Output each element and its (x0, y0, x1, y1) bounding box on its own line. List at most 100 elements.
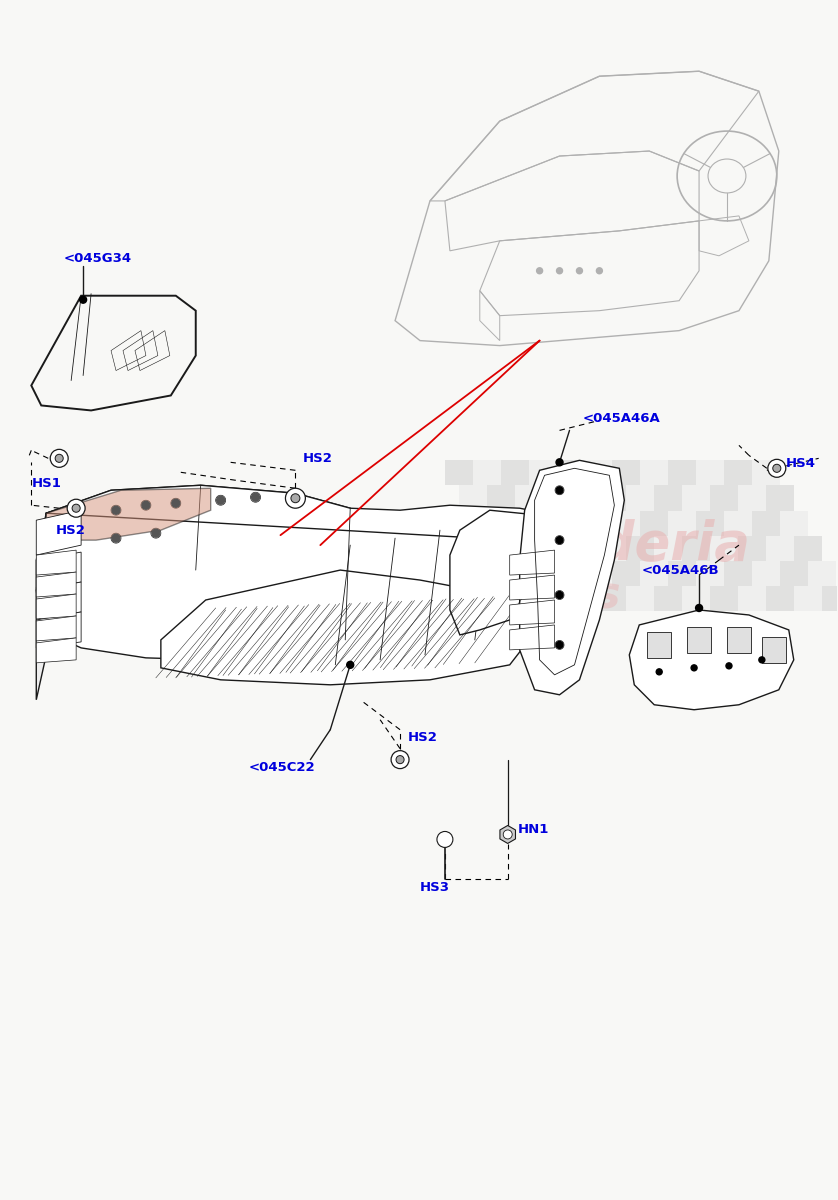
Polygon shape (556, 511, 584, 535)
Circle shape (55, 455, 63, 462)
Polygon shape (542, 535, 571, 560)
Polygon shape (710, 586, 738, 611)
Polygon shape (584, 511, 613, 535)
Circle shape (696, 605, 702, 612)
Polygon shape (36, 514, 46, 700)
Polygon shape (515, 535, 542, 560)
Polygon shape (515, 586, 542, 611)
Polygon shape (626, 586, 654, 611)
Polygon shape (598, 586, 626, 611)
Circle shape (50, 449, 68, 467)
Polygon shape (710, 486, 738, 511)
Polygon shape (598, 535, 626, 560)
Text: HS2: HS2 (303, 452, 332, 464)
Polygon shape (36, 485, 599, 660)
Circle shape (726, 662, 732, 668)
Polygon shape (640, 511, 668, 535)
Polygon shape (766, 586, 794, 611)
Circle shape (437, 832, 453, 847)
Polygon shape (510, 575, 555, 600)
Circle shape (80, 296, 86, 304)
Polygon shape (682, 486, 710, 511)
Polygon shape (501, 461, 529, 486)
Polygon shape (510, 625, 555, 650)
Polygon shape (46, 485, 350, 560)
Polygon shape (794, 586, 822, 611)
Circle shape (287, 494, 294, 503)
Polygon shape (36, 550, 76, 575)
Polygon shape (780, 511, 808, 535)
Polygon shape (529, 461, 556, 486)
Polygon shape (647, 632, 671, 658)
Polygon shape (727, 626, 751, 653)
Circle shape (556, 487, 563, 493)
Circle shape (72, 504, 80, 512)
Polygon shape (510, 550, 555, 575)
Text: <045G34: <045G34 (63, 252, 132, 265)
Polygon shape (613, 560, 640, 586)
Text: <045A46B: <045A46B (641, 564, 719, 576)
Polygon shape (36, 572, 76, 598)
Circle shape (142, 502, 150, 509)
Text: HS4: HS4 (786, 457, 815, 470)
Polygon shape (510, 600, 555, 625)
Polygon shape (766, 535, 794, 560)
Polygon shape (487, 535, 515, 560)
Polygon shape (571, 486, 598, 511)
Polygon shape (450, 510, 599, 635)
Polygon shape (696, 461, 724, 486)
Circle shape (251, 493, 260, 502)
Circle shape (556, 592, 563, 599)
Polygon shape (654, 486, 682, 511)
Polygon shape (696, 511, 724, 535)
Polygon shape (515, 486, 542, 511)
Circle shape (768, 460, 786, 478)
Polygon shape (36, 552, 81, 588)
Text: <045A46A: <045A46A (582, 412, 660, 425)
Circle shape (656, 668, 662, 674)
Circle shape (391, 751, 409, 769)
Polygon shape (542, 586, 571, 611)
Polygon shape (752, 461, 780, 486)
Circle shape (577, 268, 582, 274)
Polygon shape (724, 560, 752, 586)
Circle shape (396, 756, 404, 763)
Polygon shape (822, 586, 838, 611)
Polygon shape (36, 638, 76, 662)
Polygon shape (571, 535, 598, 560)
Text: Scuderia: Scuderia (489, 520, 750, 571)
Polygon shape (36, 612, 81, 648)
Polygon shape (556, 560, 584, 586)
Polygon shape (654, 535, 682, 560)
Circle shape (152, 529, 160, 538)
Polygon shape (584, 461, 613, 486)
Polygon shape (487, 486, 515, 511)
Polygon shape (473, 461, 501, 486)
Circle shape (67, 499, 85, 517)
Polygon shape (445, 461, 473, 486)
Circle shape (691, 665, 697, 671)
Polygon shape (738, 535, 766, 560)
Polygon shape (780, 560, 808, 586)
Circle shape (347, 661, 354, 668)
Polygon shape (584, 560, 613, 586)
Polygon shape (752, 560, 780, 586)
Polygon shape (724, 511, 752, 535)
Polygon shape (613, 511, 640, 535)
Text: parts: parts (489, 574, 622, 617)
Polygon shape (161, 570, 545, 685)
Text: HS2: HS2 (56, 523, 86, 536)
Circle shape (759, 656, 765, 662)
Polygon shape (794, 535, 822, 560)
Polygon shape (542, 486, 571, 511)
Polygon shape (500, 826, 515, 844)
Polygon shape (36, 616, 76, 641)
Polygon shape (710, 535, 738, 560)
Polygon shape (808, 560, 835, 586)
Polygon shape (36, 582, 81, 618)
Polygon shape (613, 461, 640, 486)
Circle shape (556, 536, 563, 544)
Text: <045C22: <045C22 (249, 761, 315, 774)
Polygon shape (473, 511, 501, 535)
Circle shape (286, 488, 305, 509)
